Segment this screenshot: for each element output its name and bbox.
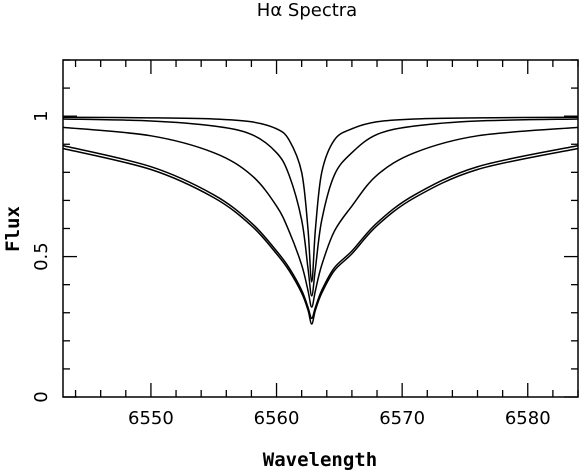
tick-label-group: 6550 6560 6570 6580 0 0.5 1 — [31, 110, 551, 429]
spectrum-line-2 — [62, 118, 579, 297]
x-tick-label: 6550 — [128, 408, 174, 429]
chart-title: Hα Spectra — [257, 0, 357, 21]
spectrum-line-4 — [62, 144, 579, 320]
x-tick-label: 6570 — [379, 408, 425, 429]
x-tick-label: 6580 — [505, 408, 551, 429]
y-tick-label: 0.5 — [31, 242, 52, 271]
y-tick-label: 1 — [31, 110, 52, 121]
series-group — [62, 116, 579, 325]
y-tick-label: 0 — [31, 391, 52, 402]
y-axis-label: Flux — [2, 206, 24, 252]
x-axis-label: Wavelength — [263, 449, 377, 471]
spectrum-line-3 — [62, 126, 579, 308]
tick-group — [63, 59, 579, 398]
spectrum-line-5 — [62, 147, 579, 325]
x-tick-label: 6560 — [254, 408, 300, 429]
spectrum-line-1 — [62, 116, 579, 283]
